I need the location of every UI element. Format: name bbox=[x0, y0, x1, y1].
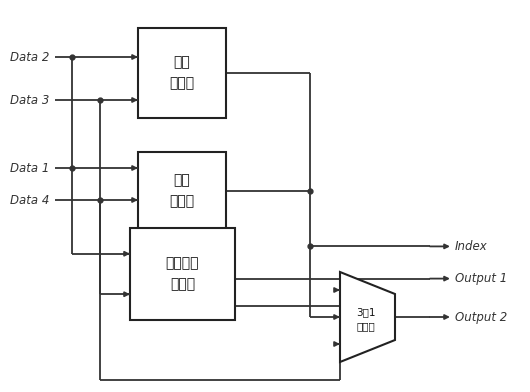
Bar bbox=[138, 152, 226, 230]
Text: 第一
比较器: 第一 比较器 bbox=[170, 56, 195, 90]
Text: 第二
比较器: 第二 比较器 bbox=[170, 174, 195, 208]
Text: Output 1: Output 1 bbox=[455, 272, 507, 285]
Polygon shape bbox=[340, 272, 395, 362]
Text: Data 2: Data 2 bbox=[10, 51, 49, 64]
Text: Data 3: Data 3 bbox=[10, 94, 49, 107]
Bar bbox=[130, 228, 235, 320]
Text: Data 4: Data 4 bbox=[10, 194, 49, 207]
Text: Index: Index bbox=[455, 240, 488, 253]
Text: Output 2: Output 2 bbox=[455, 310, 507, 323]
Text: 3选1
选通器: 3选1 选通器 bbox=[356, 307, 375, 331]
Text: Data 1: Data 1 bbox=[10, 162, 49, 174]
Text: 第一比较
选通器: 第一比较 选通器 bbox=[166, 257, 199, 291]
Bar bbox=[138, 28, 226, 118]
